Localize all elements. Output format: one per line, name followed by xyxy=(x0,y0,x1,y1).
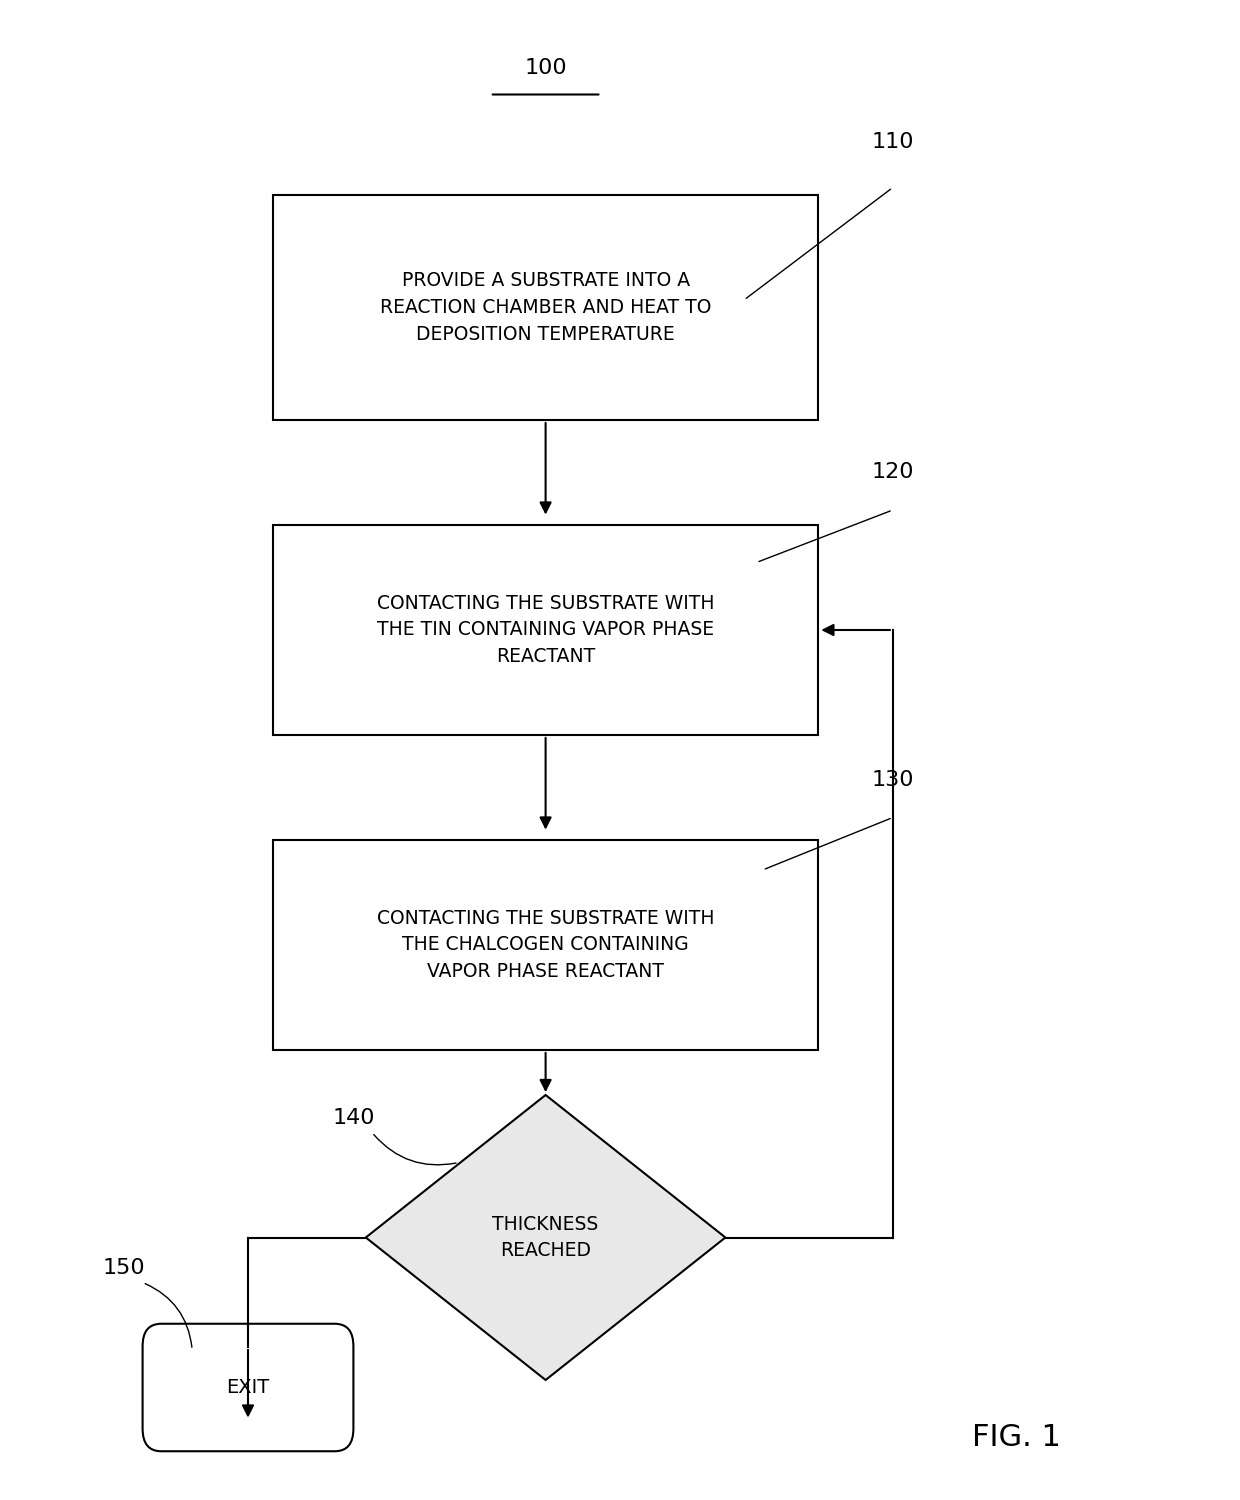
Text: THICKNESS
REACHED: THICKNESS REACHED xyxy=(492,1215,599,1260)
FancyBboxPatch shape xyxy=(273,840,818,1050)
Text: 100: 100 xyxy=(525,57,567,78)
Text: PROVIDE A SUBSTRATE INTO A
REACTION CHAMBER AND HEAT TO
DEPOSITION TEMPERATURE: PROVIDE A SUBSTRATE INTO A REACTION CHAM… xyxy=(379,272,712,344)
Text: 150: 150 xyxy=(103,1257,145,1278)
Text: EXIT: EXIT xyxy=(227,1378,269,1396)
Text: 140: 140 xyxy=(332,1107,374,1128)
Polygon shape xyxy=(366,1095,725,1380)
Text: 110: 110 xyxy=(872,132,914,153)
Text: CONTACTING THE SUBSTRATE WITH
THE TIN CONTAINING VAPOR PHASE
REACTANT: CONTACTING THE SUBSTRATE WITH THE TIN CO… xyxy=(377,594,714,666)
Text: 120: 120 xyxy=(872,462,914,483)
FancyBboxPatch shape xyxy=(273,195,818,420)
FancyBboxPatch shape xyxy=(143,1324,353,1452)
FancyBboxPatch shape xyxy=(273,525,818,735)
Text: CONTACTING THE SUBSTRATE WITH
THE CHALCOGEN CONTAINING
VAPOR PHASE REACTANT: CONTACTING THE SUBSTRATE WITH THE CHALCO… xyxy=(377,909,714,981)
Text: 130: 130 xyxy=(872,770,914,790)
Text: FIG. 1: FIG. 1 xyxy=(972,1422,1061,1452)
